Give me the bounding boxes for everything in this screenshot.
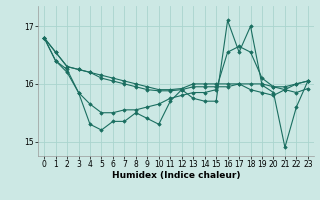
X-axis label: Humidex (Indice chaleur): Humidex (Indice chaleur) bbox=[112, 171, 240, 180]
